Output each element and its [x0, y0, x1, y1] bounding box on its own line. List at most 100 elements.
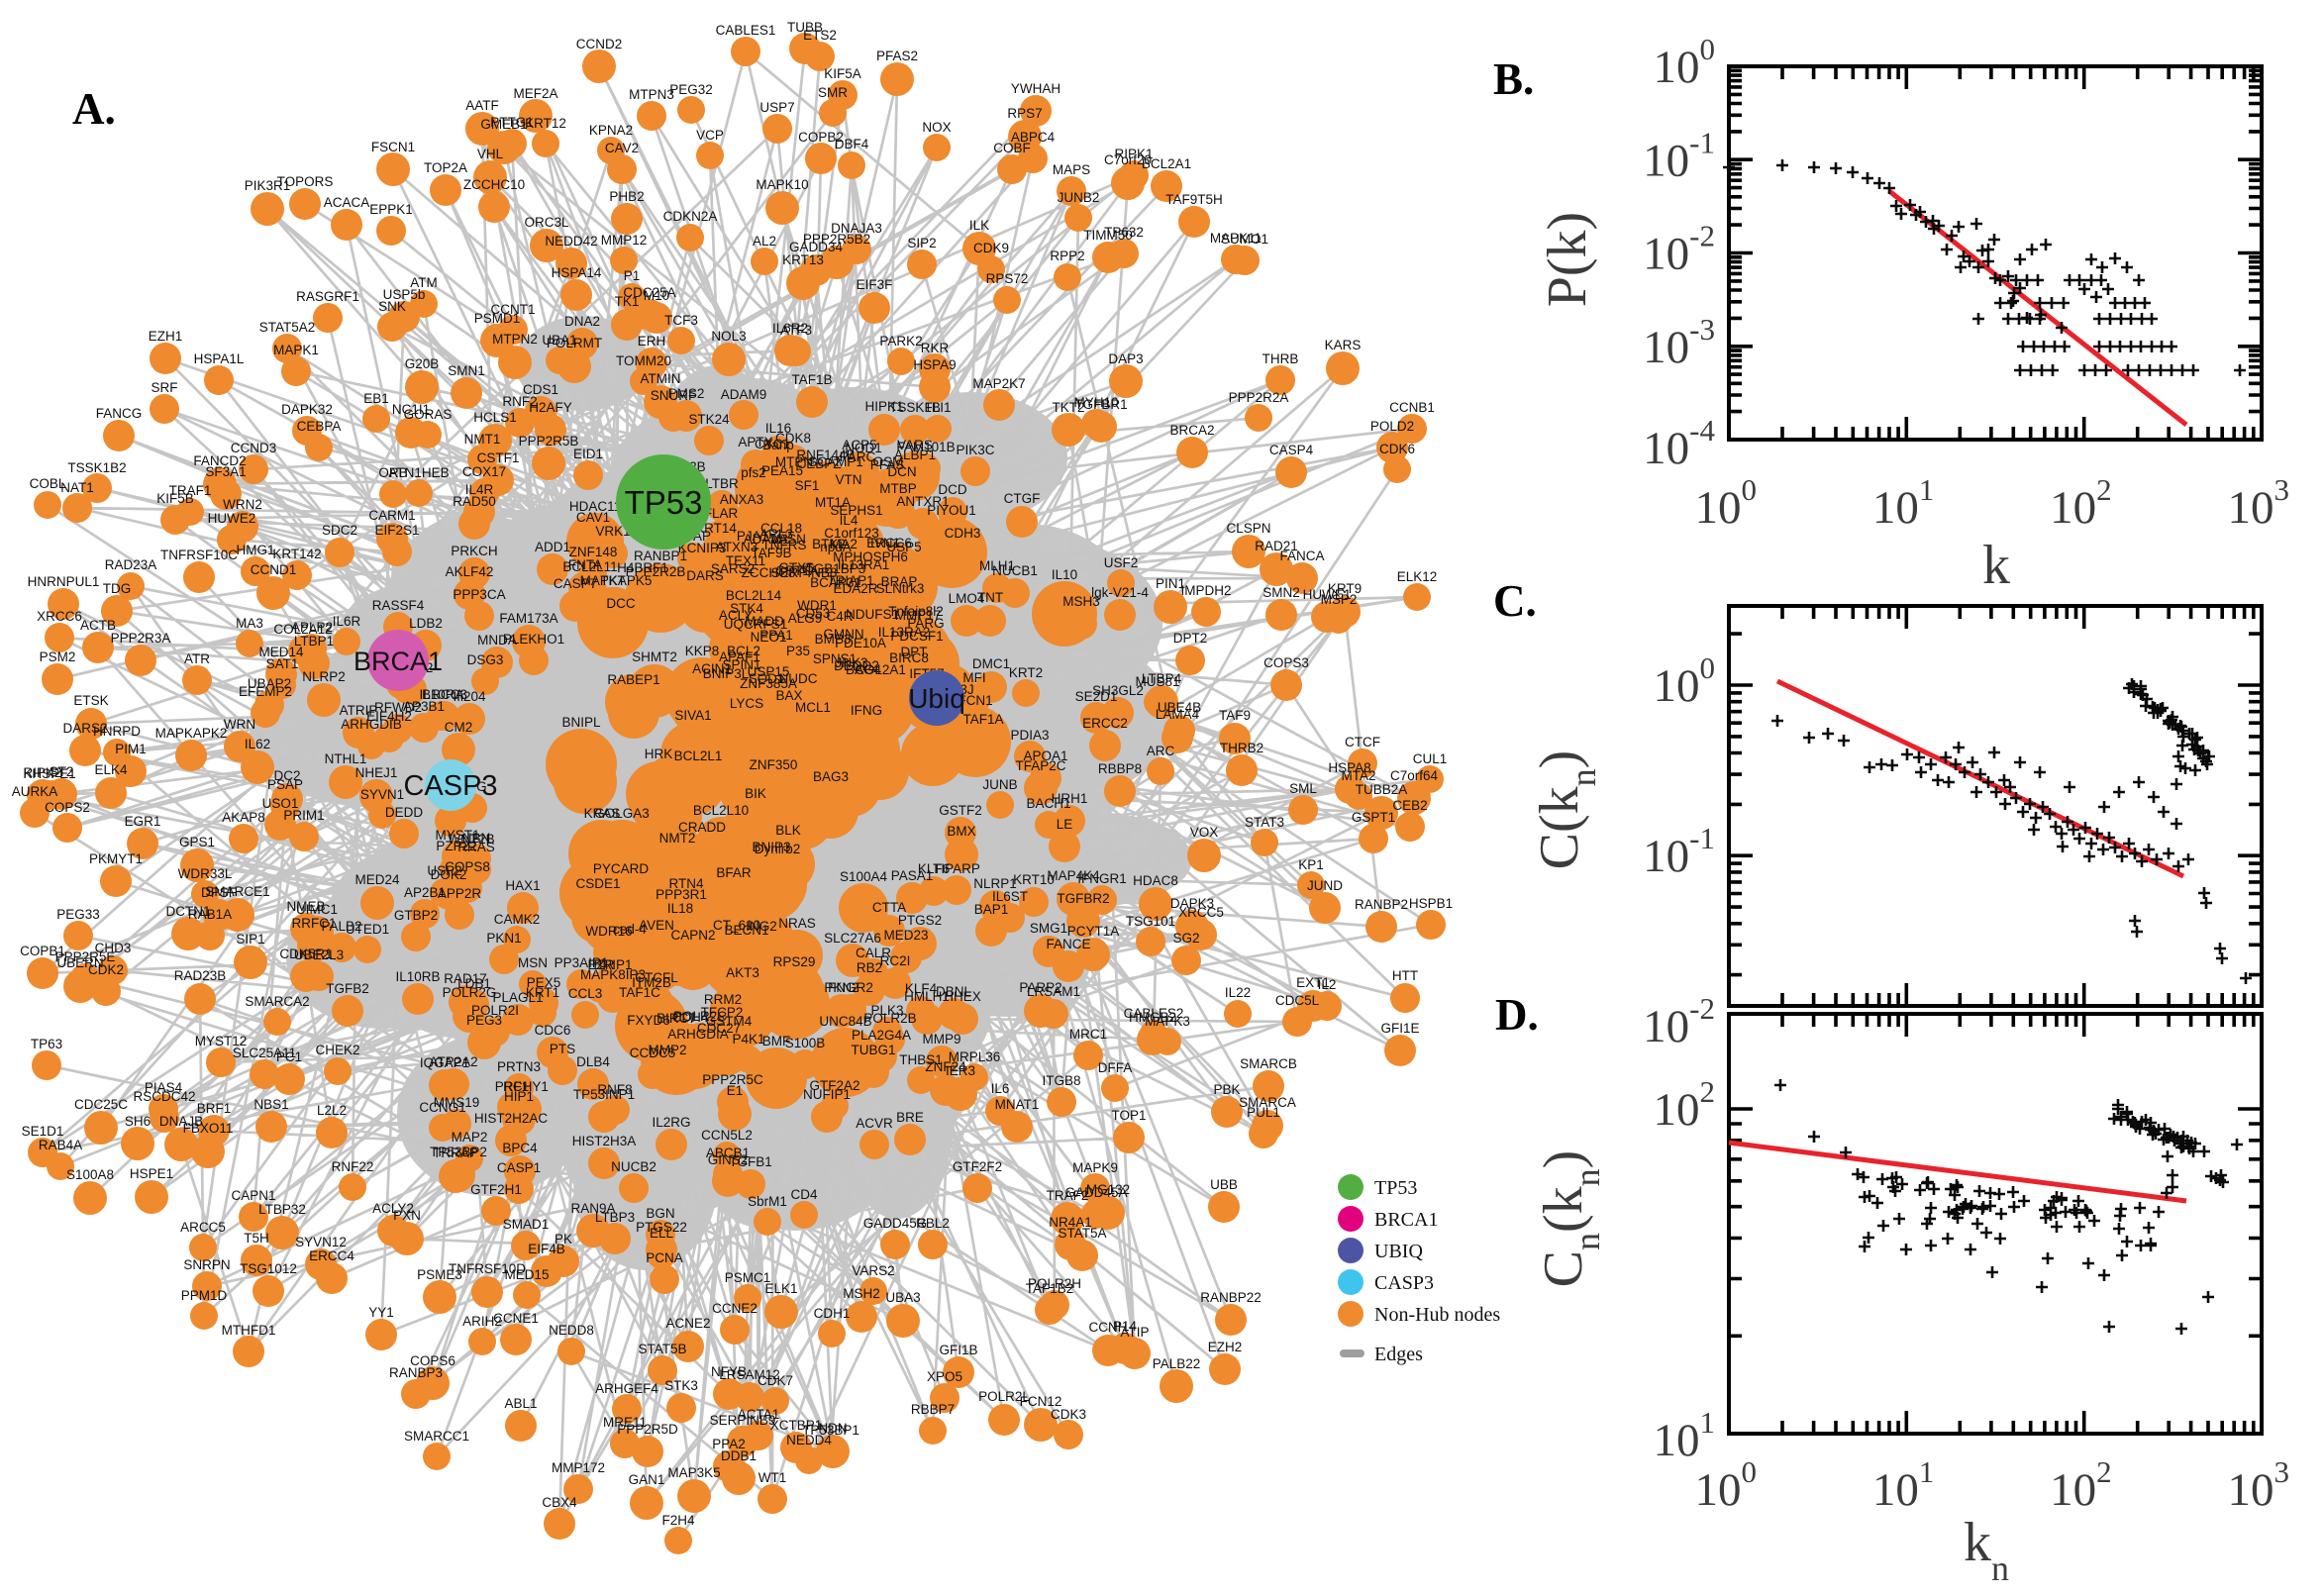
- svg-text:CARM1: CARM1: [368, 508, 415, 523]
- svg-text:FCN1: FCN1: [958, 693, 992, 708]
- svg-text:DARS2: DARS2: [62, 721, 107, 736]
- svg-text:SIP2: SIP2: [907, 236, 936, 250]
- svg-text:HUWE2: HUWE2: [208, 511, 256, 526]
- svg-text:PXN: PXN: [393, 1208, 421, 1223]
- svg-text:KRT1: KRT1: [526, 985, 559, 1000]
- svg-text:SHMT2: SHMT2: [632, 649, 677, 664]
- svg-text:MAPKAPK5: MAPKAPK5: [580, 573, 653, 588]
- svg-text:CCNT1: CCNT1: [490, 302, 535, 317]
- svg-text:OSM: OSM: [873, 454, 904, 469]
- svg-text:LE: LE: [1057, 817, 1073, 832]
- svg-text:10-2: 10-2: [1643, 991, 1715, 1052]
- svg-text:PPP2R5B2: PPP2R5B2: [803, 232, 870, 247]
- svg-text:MSP2: MSP2: [1321, 592, 1358, 607]
- svg-text:PBK: PBK: [1213, 1082, 1240, 1097]
- svg-text:G20B: G20B: [405, 356, 440, 371]
- svg-text:PEG33: PEG33: [56, 907, 100, 922]
- svg-text:MFI: MFI: [962, 670, 985, 685]
- svg-text:HIST2H2AC: HIST2H2AC: [474, 1111, 549, 1126]
- svg-text:TIPARP: TIPARP: [933, 861, 980, 876]
- svg-text:SNRPN: SNRPN: [183, 1257, 230, 1272]
- svg-text:EFEMP2: EFEMP2: [239, 684, 292, 699]
- svg-text:SE2D1: SE2D1: [1075, 689, 1118, 704]
- svg-text:MSN: MSN: [518, 955, 548, 970]
- svg-text:CCN5L2: CCN5L2: [701, 1128, 753, 1143]
- svg-text:PPP2R5C: PPP2R5C: [702, 1072, 763, 1087]
- svg-text:CABLES2: CABLES2: [1124, 1006, 1184, 1021]
- svg-text:NTHL1: NTHL1: [325, 751, 367, 766]
- svg-text:KRT2: KRT2: [1009, 665, 1043, 680]
- svg-text:CSTF1: CSTF1: [477, 450, 520, 465]
- svg-text:APP2R: APP2R: [438, 886, 482, 901]
- svg-text:DEDD2: DEDD2: [834, 658, 879, 673]
- svg-text:BAG3: BAG3: [813, 769, 849, 784]
- svg-text:PSME3: PSME3: [417, 1267, 462, 1282]
- svg-text:RRFC1: RRFC1: [291, 916, 336, 931]
- svg-text:RBBP8: RBBP8: [1098, 761, 1142, 776]
- svg-text:HIST2H3A: HIST2H3A: [572, 1134, 637, 1148]
- svg-text:BRF1: BRF1: [197, 1101, 232, 1116]
- svg-text:TAF9T5H: TAF9T5H: [1165, 192, 1223, 207]
- svg-text:POLR2B: POLR2B: [863, 1011, 916, 1026]
- svg-text:HDAC8: HDAC8: [1133, 873, 1178, 888]
- svg-text:RPS7: RPS7: [1007, 106, 1042, 121]
- svg-text:BCL2A1: BCL2A1: [1142, 156, 1191, 171]
- svg-text:HMGB2: HMGB2: [1129, 1010, 1176, 1025]
- svg-text:GTF2F2: GTF2F2: [953, 1159, 1002, 1174]
- svg-text:DCC: DCC: [606, 596, 635, 611]
- svg-text:PRF1: PRF1: [495, 1079, 530, 1094]
- svg-text:GTF2A2: GTF2A2: [809, 1078, 859, 1093]
- svg-text:DCD: DCD: [938, 482, 966, 497]
- svg-text:DCN: DCN: [887, 464, 916, 479]
- svg-text:SERPINB8: SERPINB8: [771, 565, 838, 580]
- svg-text:RB2: RB2: [857, 960, 882, 975]
- svg-text:TP63: TP63: [31, 1037, 62, 1051]
- svg-text:ATRIP: ATRIP: [340, 703, 378, 718]
- svg-text:CUL1: CUL1: [1413, 751, 1448, 766]
- svg-text:EZH2: EZH2: [1208, 1340, 1243, 1354]
- svg-text:ALG9: ALG9: [788, 611, 823, 626]
- svg-text:DBF4: DBF4: [835, 137, 869, 151]
- svg-text:HNRPD: HNRPD: [93, 724, 141, 739]
- svg-text:TSG101: TSG101: [1126, 914, 1175, 929]
- svg-text:NOX: NOX: [922, 120, 951, 135]
- svg-text:BAX: BAX: [775, 688, 802, 703]
- svg-text:IL18: IL18: [667, 901, 693, 916]
- svg-text:SF3A1: SF3A1: [205, 464, 246, 479]
- svg-text:SMR: SMR: [818, 85, 848, 100]
- svg-text:MAPK1: MAPK1: [273, 343, 319, 357]
- svg-text:EZR: EZR: [588, 957, 615, 972]
- svg-text:SIVA1: SIVA1: [674, 708, 711, 723]
- svg-text:THRB: THRB: [1262, 351, 1299, 366]
- svg-text:BCL2: BCL2: [727, 644, 760, 658]
- svg-text:PFAS: PFAS: [870, 457, 905, 472]
- svg-text:FXYD6: FXYD6: [627, 1013, 670, 1028]
- svg-text:MMS19: MMS19: [434, 1095, 480, 1110]
- svg-text:UBE2L3: UBE2L3: [294, 948, 344, 962]
- svg-text:SLC27A6: SLC27A6: [824, 931, 881, 946]
- svg-text:SYVN12: SYVN12: [295, 1235, 347, 1249]
- svg-text:CAV1: CAV1: [576, 510, 610, 525]
- svg-text:SAT1: SAT1: [266, 656, 299, 671]
- svg-text:RSCDC42: RSCDC42: [133, 1089, 195, 1104]
- svg-text:CDK6: CDK6: [1379, 442, 1415, 456]
- svg-text:RNF22: RNF22: [332, 1159, 374, 1174]
- svg-text:RNF8: RNF8: [597, 1082, 632, 1097]
- svg-text:HSPA9: HSPA9: [913, 357, 956, 372]
- svg-text:BCL2L10: BCL2L10: [693, 803, 749, 818]
- svg-text:UBA1: UBA1: [542, 333, 576, 348]
- svg-text:ZNF385A: ZNF385A: [740, 676, 797, 691]
- svg-text:CDH3: CDH3: [945, 526, 981, 541]
- svg-text:SMARCA2: SMARCA2: [245, 994, 309, 1009]
- svg-text:PTGS2: PTGS2: [898, 913, 942, 928]
- svg-text:PPP2R2B: PPP2R2B: [626, 564, 686, 579]
- svg-text:XRCC5: XRCC5: [1178, 905, 1224, 920]
- svg-text:BIRC7: BIRC7: [656, 1011, 696, 1026]
- svg-text:SMARCA: SMARCA: [1239, 1095, 1296, 1110]
- svg-text:CDH4: CDH4: [672, 1010, 709, 1025]
- svg-text:DAPK32: DAPK32: [281, 402, 333, 417]
- svg-text:PIYOU1: PIYOU1: [927, 503, 976, 518]
- svg-text:SPNS1: SPNS1: [813, 651, 857, 666]
- svg-text:A.: A.: [72, 84, 116, 134]
- svg-text:EID1: EID1: [573, 447, 603, 461]
